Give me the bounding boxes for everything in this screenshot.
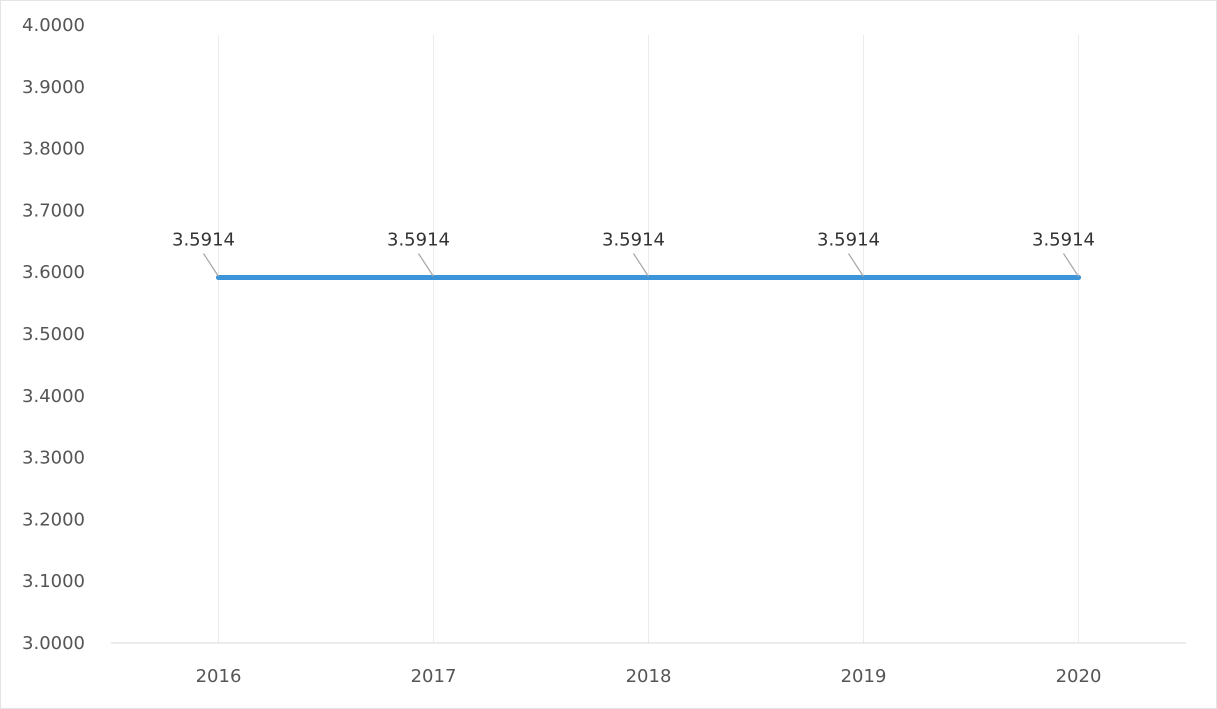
data-label-leader	[417, 253, 435, 277]
y-tick-label: 3.3000	[22, 448, 85, 469]
data-label: 3.5914	[387, 230, 450, 251]
data-label: 3.5914	[817, 230, 880, 251]
y-tick-label: 3.7000	[22, 200, 85, 221]
x-axis-tick-labels: 2016 2017 2018 2019 2020	[196, 666, 1102, 687]
x-tick-label: 2019	[841, 666, 887, 687]
y-tick-label: 3.8000	[22, 139, 85, 160]
y-tick-label: 3.1000	[22, 571, 85, 592]
y-tick-label: 3.2000	[22, 509, 85, 530]
series-layer	[216, 275, 1081, 281]
data-point	[431, 275, 436, 281]
data-label: 3.5914	[1032, 230, 1095, 251]
x-tick-label: 2017	[411, 666, 457, 687]
data-label: 3.5914	[602, 230, 665, 251]
y-tick-label: 3.0000	[22, 633, 85, 654]
data-label-leader	[632, 253, 650, 277]
data-label-leader	[847, 253, 865, 277]
y-axis-tick-labels: 3.0000 3.1000 3.2000 3.3000 3.4000 3.5000 3.60…	[22, 15, 85, 654]
data-point	[861, 275, 866, 281]
y-tick-label: 3.6000	[22, 262, 85, 283]
data-label: 3.5914	[172, 230, 235, 251]
x-tick-label: 2016	[196, 666, 242, 687]
data-point	[216, 275, 221, 281]
data-label-leader	[1062, 253, 1080, 277]
y-tick-label: 3.5000	[22, 324, 85, 345]
y-tick-label: 4.0000	[22, 15, 85, 36]
gridlines	[218, 35, 1079, 643]
data-point	[1076, 275, 1081, 281]
x-tick-label: 2020	[1056, 666, 1102, 687]
y-tick-label: 3.9000	[22, 77, 85, 98]
y-tick-label: 3.4000	[22, 386, 85, 407]
x-tick-label: 2018	[626, 666, 672, 687]
data-label-leader	[202, 253, 220, 277]
data-labels: 3.5914 3.5914 3.5914 3.5914 3.5914	[172, 230, 1095, 277]
data-point	[646, 275, 651, 281]
